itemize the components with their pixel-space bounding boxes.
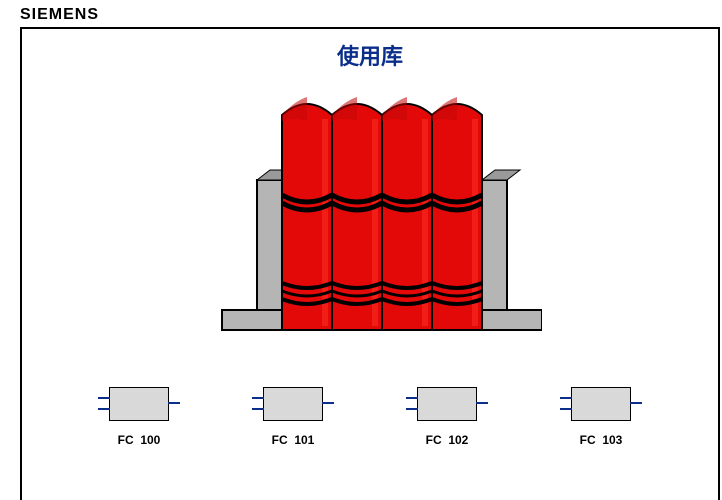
bookend-right bbox=[482, 170, 542, 330]
fc-pin bbox=[168, 402, 180, 404]
fc-pin bbox=[98, 397, 110, 399]
content-frame: 使用库 bbox=[20, 27, 720, 500]
library-illustration bbox=[202, 85, 542, 345]
bookend-left bbox=[222, 170, 284, 330]
fc-block-100: FC 100 bbox=[109, 387, 169, 447]
fc-label: FC 100 bbox=[118, 433, 161, 447]
page-title: 使用库 bbox=[22, 39, 718, 71]
fc-pin bbox=[630, 402, 642, 404]
books-group bbox=[282, 97, 482, 330]
fc-pin bbox=[560, 408, 572, 410]
fc-label: FC 102 bbox=[426, 433, 469, 447]
page-root: SIEMENS 使用库 bbox=[0, 0, 722, 500]
fc-pin bbox=[406, 397, 418, 399]
fc-block-box bbox=[417, 387, 477, 421]
fc-pin bbox=[476, 402, 488, 404]
fc-block-box bbox=[109, 387, 169, 421]
fc-block-box bbox=[263, 387, 323, 421]
fc-block-box bbox=[571, 387, 631, 421]
fc-pin bbox=[252, 397, 264, 399]
fc-pin bbox=[406, 408, 418, 410]
library-svg bbox=[202, 85, 542, 345]
fc-pin bbox=[560, 397, 572, 399]
fc-label: FC 101 bbox=[272, 433, 315, 447]
fc-block-row: FC 100 FC 101 FC 102 bbox=[22, 387, 718, 447]
brand-logo: SIEMENS bbox=[20, 6, 99, 24]
fc-pin bbox=[322, 402, 334, 404]
fc-block-102: FC 102 bbox=[417, 387, 477, 447]
fc-block-101: FC 101 bbox=[263, 387, 323, 447]
fc-block-103: FC 103 bbox=[571, 387, 631, 447]
fc-label: FC 103 bbox=[580, 433, 623, 447]
fc-pin bbox=[252, 408, 264, 410]
fc-pin bbox=[98, 408, 110, 410]
